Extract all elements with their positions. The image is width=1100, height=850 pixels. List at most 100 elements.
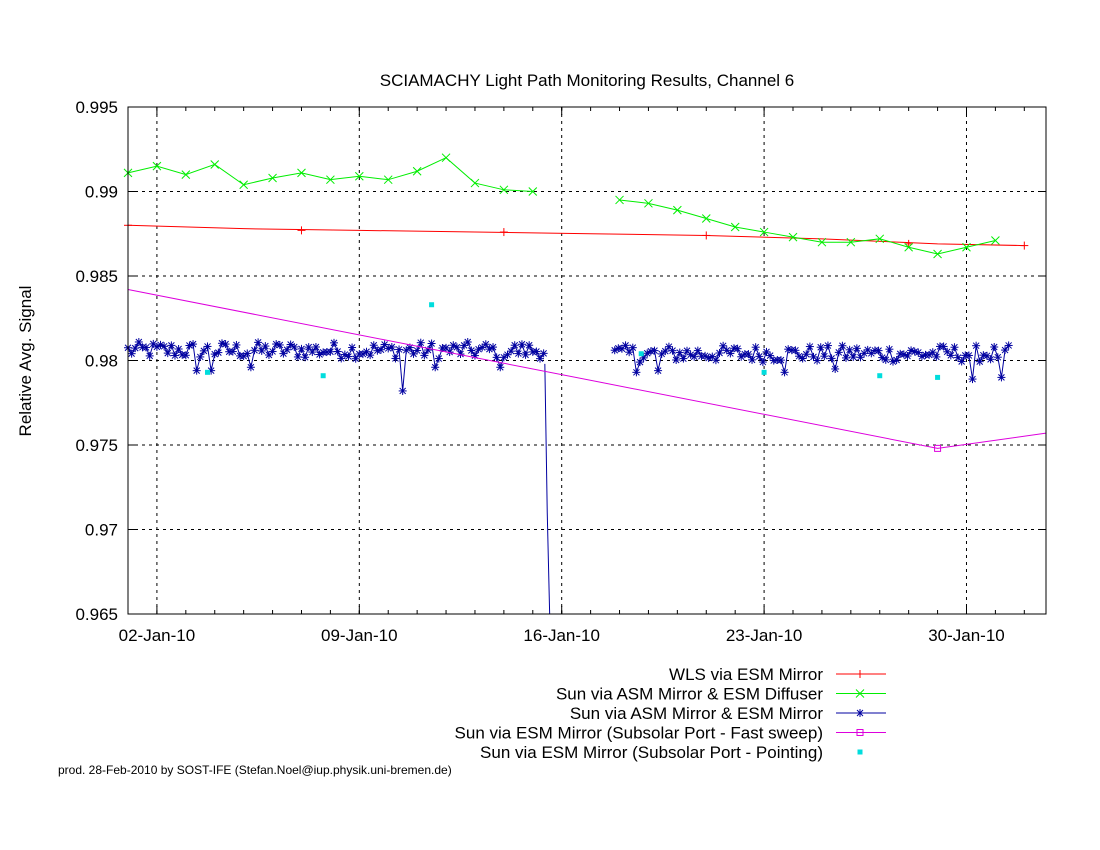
data-point [452, 343, 461, 352]
data-point [690, 352, 699, 361]
data-point [254, 338, 263, 347]
data-point [499, 353, 508, 362]
data-point [990, 343, 999, 352]
x-tick-label: 23-Jan-10 [726, 626, 803, 645]
data-point [986, 355, 995, 364]
data-point [679, 354, 688, 363]
data-point [517, 340, 526, 349]
data-point [304, 343, 313, 352]
data-point [532, 347, 541, 356]
legend-label: WLS via ESM Mirror [669, 665, 823, 684]
data-point [416, 338, 425, 347]
data-point [326, 347, 335, 356]
x-tick-label: 02-Jan-10 [119, 626, 196, 645]
data-point [711, 356, 720, 365]
x-tick-label: 09-Jan-10 [321, 626, 398, 645]
data-point [875, 234, 885, 244]
data-point [152, 161, 162, 171]
data-point [701, 214, 711, 223]
data-point [380, 340, 389, 349]
data-point [644, 198, 653, 208]
data-point [1004, 341, 1013, 350]
data-point [189, 340, 198, 349]
y-tick-label: 0.985 [75, 267, 118, 286]
data-point [525, 341, 534, 350]
data-point [192, 366, 201, 375]
data-point [145, 351, 154, 360]
data-point [892, 355, 901, 364]
data-point [975, 357, 984, 366]
data-point [751, 343, 760, 352]
data-point [759, 227, 769, 237]
data-point [257, 346, 266, 355]
data-point [163, 349, 172, 358]
data-point [427, 339, 436, 348]
grid [128, 106, 1046, 615]
data-point [445, 348, 454, 357]
data-point [344, 352, 353, 361]
data-point [521, 350, 530, 359]
data-point [261, 342, 270, 351]
data-point [413, 346, 422, 355]
data-point [387, 342, 396, 351]
y-tick-label: 0.97 [85, 521, 118, 540]
data-point [308, 348, 317, 357]
data-point [831, 364, 840, 373]
data-point [950, 343, 959, 352]
data-point [827, 354, 836, 363]
legend-label: Sun via ESM Mirror (Subsolar Port - Poin… [480, 743, 823, 762]
data-point [326, 175, 335, 185]
data-point [429, 302, 435, 308]
data-point [293, 352, 302, 361]
y-tick-label: 0.975 [75, 436, 118, 455]
data-point [423, 346, 432, 355]
data-point [928, 348, 937, 357]
data-point [881, 355, 890, 364]
data-point [496, 363, 505, 372]
data-point [160, 342, 169, 351]
data-point [196, 352, 205, 361]
data-point [877, 373, 883, 379]
data-point [708, 352, 717, 361]
data-point [625, 348, 634, 357]
data-point [460, 341, 469, 350]
data-point [205, 369, 211, 375]
data-point [874, 346, 883, 355]
data-point [957, 357, 966, 366]
data-point [935, 374, 941, 380]
data-point [867, 349, 876, 358]
data-point [820, 352, 829, 361]
data-point [766, 351, 775, 360]
series-line [619, 199, 996, 255]
data-point [744, 350, 753, 359]
data-point [638, 351, 644, 357]
y-axis-label: Relative Avg. Signal [16, 286, 35, 437]
data-point [398, 386, 407, 395]
data-point [715, 349, 724, 358]
data-point [250, 346, 259, 355]
series-2 [123, 153, 1000, 259]
legend-label: Sun via ASM Mirror & ESM Mirror [570, 704, 823, 723]
data-point [514, 349, 523, 358]
data-point [834, 348, 843, 357]
data-point [668, 346, 677, 355]
series-1 [124, 221, 1029, 250]
data-point [131, 344, 140, 353]
data-point [239, 180, 249, 190]
data-point [885, 345, 894, 354]
data-point [221, 340, 230, 349]
data-point [311, 342, 320, 351]
data-point [997, 373, 1006, 382]
data-point [127, 349, 136, 358]
chart-title: SCIAMACHY Light Path Monitoring Results,… [380, 71, 795, 90]
y-tick-label: 0.995 [75, 98, 118, 117]
data-point [283, 345, 292, 354]
data-point [693, 346, 702, 355]
data-point [510, 341, 519, 350]
legend-marker [856, 670, 864, 678]
data-point [366, 351, 375, 360]
series-5 [205, 302, 941, 380]
data-point [210, 160, 220, 169]
legend-marker [856, 709, 864, 717]
data-point [214, 348, 223, 357]
